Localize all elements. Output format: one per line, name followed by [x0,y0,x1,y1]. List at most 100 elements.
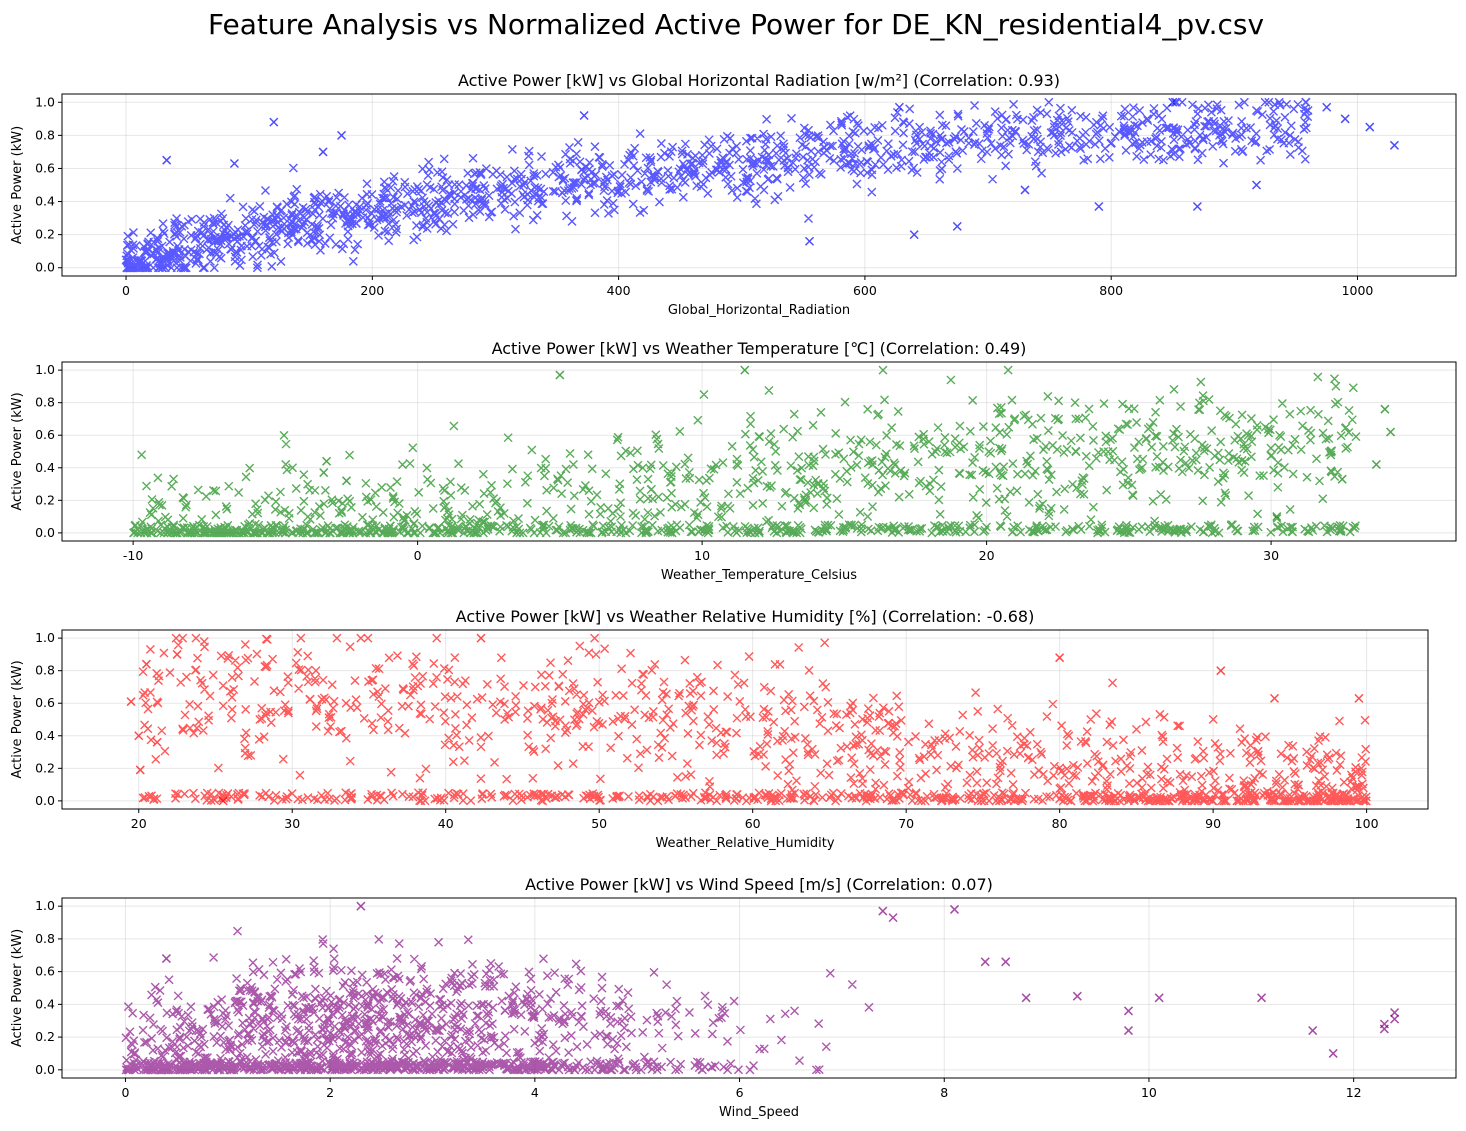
scatter-point [1389,140,1399,150]
y-tick-label: 0.0 [35,260,55,275]
scatter-point [1371,459,1381,470]
x-tick-label: 200 [360,283,384,298]
figure-title: Feature Analysis vs Normalized Active Po… [208,8,1264,41]
scatter-point [152,737,162,747]
scatter-cloud [121,97,1313,273]
y-tick-label: 0.2 [35,227,55,242]
x-axis-label: Weather_Relative_Humidity [655,836,834,851]
y-tick-label: 0.8 [35,127,55,142]
y-axis-label: Active Power (kW) [10,929,25,1047]
y-tick-label: 1.0 [35,630,55,645]
scatter-point [1272,512,1282,522]
scatter-point [909,230,919,240]
scatter-point [1337,474,1347,484]
y-tick-label: 0.0 [35,793,55,808]
subplot-3: 20 30 40 50 60 70 80 90 100 0.0 0.2 0.4 0.6 0.8 1.0 Act… [10,607,1429,851]
scatter-point [1308,1026,1318,1036]
scatter-point [1072,991,1082,1001]
x-tick-label: 80 [1052,816,1068,831]
x-tick-label: 800 [1099,283,1123,298]
scatter-point [356,901,366,911]
x-tick-label: 6 [736,1085,744,1100]
subplot-2: -10 0 10 20 30 0.0 0.2 0.4 0.6 0.8 1.0 Active Power… [10,339,1457,583]
y-tick-label: 0.2 [35,760,55,775]
x-tick-label: 2 [326,1085,334,1100]
y-tick-label: 0.2 [35,1029,55,1044]
scatter-point [740,365,750,375]
plot-frame [61,93,1457,277]
scatter-point [878,906,888,916]
scatter-point [1380,404,1390,414]
y-tick-label: 0.4 [35,728,55,743]
y-tick-label: 0.2 [35,492,55,507]
x-tick-label: 20 [979,548,995,563]
scatter-point [804,236,815,246]
x-tick-label: 0 [121,1085,129,1100]
scatter-point [1168,97,1178,107]
plot-frame [61,897,1457,1079]
x-tick-label: 10 [1141,1085,1157,1100]
x-tick-label: 40 [438,816,454,831]
subplot-title: Active Power [kW] vs Weather Temperature… [492,339,1027,358]
scatter-point [1257,993,1267,1003]
scatter-point [318,147,328,157]
x-axis-label: Weather_Temperature_Celsius [661,568,857,583]
axes-root: 0 200 400 600 800 10000.00.20.40.60.81.0Activ… [10,71,1457,1120]
x-tick-label: 8 [940,1085,948,1100]
scatter-point [888,913,898,923]
plot-frame [61,629,1429,810]
scatter-point [1021,993,1031,1003]
y-tick-label: 0.6 [35,695,55,710]
y-tick-label: 0.4 [35,996,55,1011]
scatter-point [476,633,486,643]
scatter-point [579,110,589,121]
scatter-point [341,476,352,486]
scatter-point [1001,957,1011,967]
scatter-cloud [138,633,1371,806]
y-tick-label: 0.4 [35,460,55,475]
scatter-point [555,370,565,380]
x-tick-label: 400 [607,283,631,298]
y-tick-label: 0.0 [35,525,55,540]
y-tick-label: 0.6 [35,964,55,979]
scatter-point [1340,114,1350,124]
y-tick-label: 0.8 [35,395,55,410]
scatter-point [1020,185,1030,195]
x-tick-label: 0 [414,548,422,563]
scatter-point [1386,427,1396,437]
subplot-1: 0 200 400 600 800 1000 0.0 0.2 0.4 0.6 0.8 1.0 Activ… [10,71,1457,318]
x-tick-label: 100 [1355,816,1379,831]
x-tick-label: 1000 [1342,283,1374,298]
x-tick-label: 90 [1205,816,1221,831]
y-tick-label: 0.6 [35,427,55,442]
scatter-points [129,365,1396,538]
subplot-4: 0 2 4 6 8 10 12 0.0 0.2 0.4 0.6 0.8 1.0 Active Power … [10,875,1457,1120]
subplot-title: Active Power [kW] vs Weather Relative Hu… [456,607,1035,626]
scatter-point [1094,201,1104,212]
scatter-point [1328,1048,1338,1058]
scatter-point [1379,1024,1389,1034]
scatter-point [1390,1008,1400,1018]
scatter-point [1216,666,1226,676]
scatter-point [135,765,145,775]
scatter-point [1192,201,1202,212]
scatter-point [1123,1026,1134,1036]
x-tick-label: 60 [745,816,761,831]
scatter-point [980,957,990,967]
scatter-point [894,102,904,112]
scatter-point [1322,102,1332,112]
y-tick-label: 1.0 [35,898,55,913]
y-tick-label: 0.6 [35,160,55,175]
scatter-point [126,697,136,707]
scatter-point [229,158,239,169]
x-axis-label: Global_Horizontal_Radiation [668,303,850,318]
subplot-title: Active Power [kW] vs Global Horizontal R… [458,71,1060,90]
scatter-point [1251,180,1262,190]
scatter-point [172,649,182,659]
x-tick-label: 12 [1346,1085,1362,1100]
plot-frame [61,361,1457,542]
y-axis-label: Active Power (kW) [10,660,25,778]
y-tick-label: 0.8 [35,931,55,946]
y-tick-label: 0.4 [35,194,55,209]
y-axis-label: Active Power (kW) [10,126,25,244]
